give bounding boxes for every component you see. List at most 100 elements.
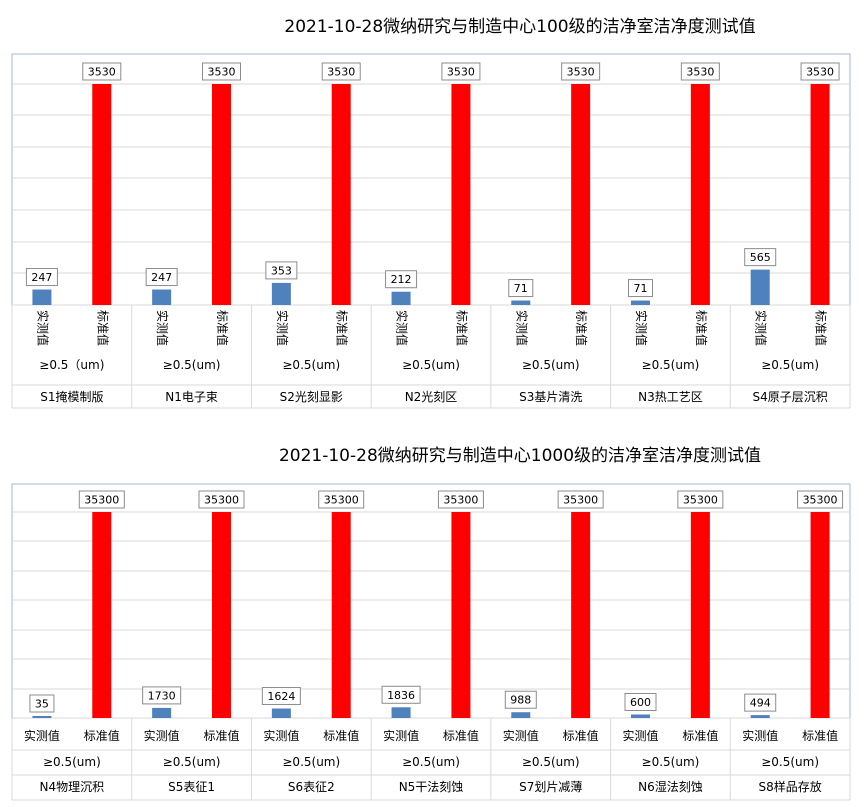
bar-actual [152,707,172,718]
data-label-standard-box [441,62,481,81]
bar-standard [331,512,351,718]
bar-standard [212,512,231,718]
bar-actual [32,289,52,305]
data-label-standard: 3530 [567,66,595,79]
axis-label-actual: 实测值 [754,310,769,346]
chart-title-100: 2021-10-28微纳研究与制造中心100级的洁净室洁净度测试值 [284,17,756,37]
axis-label-actual: 实测值 [144,728,180,743]
axis-label-actual: 实测值 [263,728,299,743]
axis-label-actual: 实测值 [155,310,170,346]
plot-area [11,483,851,719]
data-label-standard-box [202,62,241,81]
data-label-standard: 3530 [208,66,236,79]
axis-label-standard: 标准值 [694,310,709,346]
bar-standard [331,84,351,305]
data-label-actual: 988 [510,694,531,707]
location-label: S1掩模制版 [40,390,103,404]
location-label: N2光刻区 [405,390,458,404]
axis-label-standard: 标准值 [454,310,469,346]
data-label-standard-box [78,490,125,509]
data-label-actual-box [25,268,58,287]
axis-label-standard: 标准值 [323,728,359,743]
data-label-actual-box [504,690,537,709]
location-label: S6表征2 [288,780,335,794]
axis-label-standard: 标准值 [203,728,239,743]
data-label-actual-box [744,248,777,267]
location-label: S7划片减薄 [519,779,582,794]
data-label-actual: 212 [391,273,412,286]
axis-label-actual: 实测值 [634,310,649,346]
particle-size-label: ≥0.5（um) [39,358,104,372]
axis-label-actual: 实测值 [35,310,50,346]
bar-actual [271,708,291,718]
data-label-actual: 494 [750,697,771,710]
data-label-standard-box [557,490,604,509]
location-label: N4物理沉积 [40,780,105,794]
axis-label-actual: 实测值 [514,310,529,346]
chart-title-1000: 2021-10-28微纳研究与制造中心1000级的洁净室洁净度测试值 [278,446,762,466]
data-label-standard-box [800,62,840,81]
particle-size-label: ≥0.5(um) [282,358,340,372]
bar-standard [451,512,471,718]
data-label-actual: 1836 [387,689,415,702]
particle-size-label: ≥0.5(um) [642,755,700,769]
particle-size-label: ≥0.5(um) [402,755,460,769]
location-label: S4原子层沉积 [753,390,828,404]
axis-label-standard: 标准值 [802,728,838,743]
axis-label-standard: 标准值 [563,728,599,743]
data-label-standard: 35300 [563,494,598,507]
axis-label-actual: 实测值 [742,728,778,743]
data-label-standard: 3530 [686,66,714,79]
bar-actual [631,300,650,305]
data-label-actual-box [142,686,182,705]
data-label-actual: 1624 [267,690,295,703]
bar-standard [92,84,112,305]
data-label-standard-box [437,490,484,509]
data-label-standard-box [321,62,361,81]
data-label-actual-box [381,685,421,704]
location-label: S5表征1 [168,780,215,794]
bar-standard [571,84,591,305]
bar-actual [32,716,52,718]
data-label-actual: 247 [151,271,172,284]
data-label-standard: 3530 [88,66,116,79]
data-label-actual: 1730 [148,689,176,702]
particle-size-label: ≥0.5(um) [163,358,221,372]
bar-standard [690,84,710,305]
bar-actual [271,282,291,305]
bar-standard [92,512,112,718]
particle-size-label: ≥0.5(um) [761,358,819,372]
particle-size-label: ≥0.5(um) [402,358,460,372]
data-label-standard: 3530 [806,66,834,79]
data-label-actual-box [385,270,418,289]
location-label: S8样品存放 [759,779,822,794]
axis-label-actual: 实测值 [383,728,419,743]
axis-label-standard: 标准值 [682,728,718,743]
axis-label-actual: 实测值 [395,310,410,346]
bar-actual [391,707,411,718]
data-label-actual: 71 [514,282,528,295]
particle-size-label: ≥0.5(um) [522,358,580,372]
location-label: S2光刻显影 [280,390,343,404]
data-label-actual-box [628,279,653,298]
data-label-actual: 71 [634,282,648,295]
location-label: N6湿法刻蚀 [638,779,703,794]
data-label-actual-box [261,687,301,706]
data-label-standard: 35300 [683,494,718,507]
data-label-actual-box [744,693,777,712]
bar-actual [152,289,172,305]
bar-standard [690,512,710,718]
location-label: N1电子束 [165,390,218,404]
bar-standard [212,84,231,305]
axis-label-standard: 标准值 [84,728,120,743]
data-label-standard: 35300 [443,494,478,507]
data-label-standard: 35300 [204,494,239,507]
data-label-standard: 35300 [803,494,838,507]
axis-label-standard: 标准值 [95,310,110,346]
bar-actual [511,712,531,718]
data-label-actual: 565 [750,251,771,264]
bar-standard [810,84,830,305]
axis-label-actual: 实测值 [622,728,658,743]
data-label-standard: 35300 [324,494,359,507]
